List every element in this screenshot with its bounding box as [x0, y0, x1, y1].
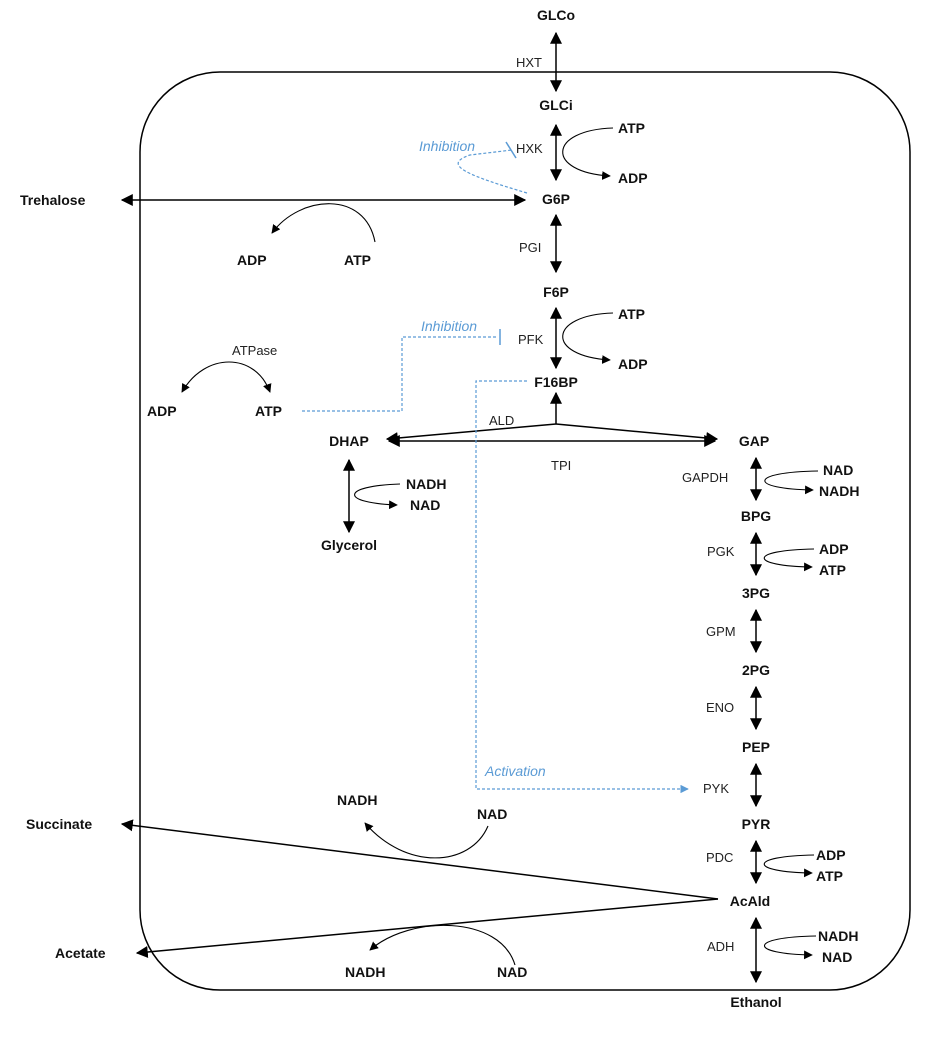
metabolite-glci: GLCi	[539, 97, 572, 113]
enzyme-atpase: ATPase	[232, 343, 277, 358]
hxk-inhibition-bar	[505, 141, 517, 159]
succinate-cofactor-curve	[364, 822, 489, 859]
metabolite-ethanol: Ethanol	[730, 994, 781, 1010]
cofactor-pfk-atp: ATP	[618, 306, 645, 322]
enzyme-gapdh: GAPDH	[682, 470, 728, 485]
enzyme-ald: ALD	[489, 413, 514, 428]
pfk-inhibition-line	[302, 336, 497, 412]
metabolite-pep: PEP	[742, 739, 770, 755]
enzyme-gpm: GPM	[706, 624, 736, 639]
hxk-inhibition-label: Inhibition	[419, 138, 475, 154]
metabolite-f16bp: F16BP	[534, 374, 578, 390]
gapdh-cofactor-curve	[764, 470, 819, 495]
cofactor-glycerol-nad: NAD	[410, 497, 440, 513]
metabolite-bpg: BPG	[741, 508, 771, 524]
cell-boundary	[139, 71, 911, 991]
cofactor-pgk-adp: ADP	[819, 541, 849, 557]
enzyme-pyk: PYK	[703, 781, 729, 796]
cofactor-hxk-adp: ADP	[618, 170, 648, 186]
pfk-inhibition-label: Inhibition	[421, 318, 477, 334]
metabolite-pyr: PYR	[742, 816, 771, 832]
cofactor-acetate-nadh: NADH	[345, 964, 385, 980]
atpase-cofactor-curve	[181, 361, 272, 393]
enzyme-pgi: PGI	[519, 240, 541, 255]
glycerol-cofactor-curve	[354, 483, 401, 510]
adh-cofactor-curve	[764, 935, 817, 960]
metabolite-dhap: DHAP	[329, 433, 369, 449]
cofactor-succinate-nad: NAD	[477, 806, 507, 822]
cofactor-adh-nad: NAD	[822, 949, 852, 965]
cofactor-adh-nadh: NADH	[818, 928, 858, 944]
metabolite-g6p: G6P	[542, 191, 570, 207]
pfk-cofactor-curve	[562, 312, 614, 364]
trehalose-cofactor-curve	[271, 203, 376, 243]
cofactor-atpase-adp: ADP	[147, 403, 177, 419]
hxk-cofactor-curve	[562, 127, 614, 180]
metabolite-glycerol: Glycerol	[321, 537, 377, 553]
enzyme-adh: ADH	[707, 939, 734, 954]
cofactor-atpase-atp: ATP	[255, 403, 282, 419]
cofactor-gapdh-nad: NAD	[823, 462, 853, 478]
pyk-activation-label: Activation	[484, 763, 546, 779]
enzyme-hxt: HXT	[516, 55, 542, 70]
enzyme-hxk: HXK	[516, 141, 543, 156]
enzyme-pfk: PFK	[518, 332, 544, 347]
ald-arrow-left	[385, 423, 557, 445]
cofactor-succinate-nadh: NADH	[337, 792, 377, 808]
metabolite-f6p: F6P	[543, 284, 569, 300]
hxk-inhibition-line	[457, 149, 528, 194]
cofactor-trehalose-adp: ADP	[237, 252, 267, 268]
metabolite-2pg: 2PG	[742, 662, 770, 678]
metabolite-gap: GAP	[739, 433, 769, 449]
metabolite-succinate: Succinate	[26, 816, 92, 832]
enzyme-pdc: PDC	[706, 850, 733, 865]
cofactor-pfk-adp: ADP	[618, 356, 648, 372]
metabolite-trehalose: Trehalose	[20, 192, 86, 208]
pdc-cofactor-curve	[763, 854, 815, 878]
cofactor-hxk-atp: ATP	[618, 120, 645, 136]
enzyme-tpi: TPI	[551, 458, 571, 473]
acetate-cofactor-curve	[369, 924, 516, 966]
succinate-arrow	[120, 819, 719, 900]
metabolite-glco: GLCo	[537, 7, 575, 23]
cofactor-pgk-atp: ATP	[819, 562, 846, 578]
cofactor-trehalose-atp: ATP	[344, 252, 371, 268]
cofactor-acetate-nad: NAD	[497, 964, 527, 980]
ald-arrow-right	[555, 423, 719, 444]
pgk-cofactor-curve	[763, 548, 815, 572]
enzyme-pgk: PGK	[707, 544, 735, 559]
metabolite-3pg: 3PG	[742, 585, 770, 601]
enzyme-eno: ENO	[706, 700, 734, 715]
cofactor-gapdh-nadh: NADH	[819, 483, 859, 499]
cofactor-pdc-atp: ATP	[816, 868, 843, 884]
metabolite-acald: AcAld	[730, 893, 770, 909]
cofactor-pdc-adp: ADP	[816, 847, 846, 863]
cofactor-glycerol-nadh: NADH	[406, 476, 446, 492]
metabolite-acetate: Acetate	[55, 945, 106, 961]
pyk-activation-line	[475, 380, 689, 794]
